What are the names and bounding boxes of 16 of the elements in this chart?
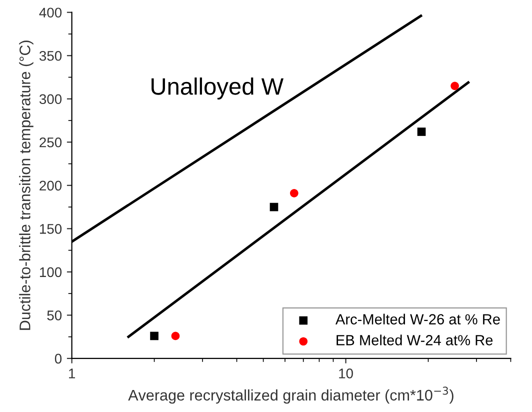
y-tick-label: 250: [40, 137, 62, 148]
legend-label: EB Melted W-24 at% Re: [336, 334, 493, 346]
y-tick-label: 400: [39, 8, 62, 18]
x-axis-title: Average recrystallized grain diameter (cm*10$^{−3}$): [128, 386, 454, 404]
x-tick-label: 10: [339, 368, 353, 378]
y-axis-title: Ductile-to-brittle transition temperature (°C): [19, 40, 34, 330]
x-tick-label: 1: [69, 368, 76, 378]
legend-label: Arc-Melted W-26 at % Re: [335, 314, 500, 324]
y-tick-label: 0: [54, 354, 62, 364]
y-tick-label: 200: [40, 180, 62, 191]
y-tick-label: 300: [39, 94, 62, 104]
y-tick-label: 150: [40, 224, 62, 234]
y-tick-label: 100: [40, 267, 62, 278]
annotation: Unalloyed W: [152, 77, 284, 100]
y-tick-label: 350: [39, 50, 62, 61]
y-tick-label: 50: [47, 310, 62, 320]
